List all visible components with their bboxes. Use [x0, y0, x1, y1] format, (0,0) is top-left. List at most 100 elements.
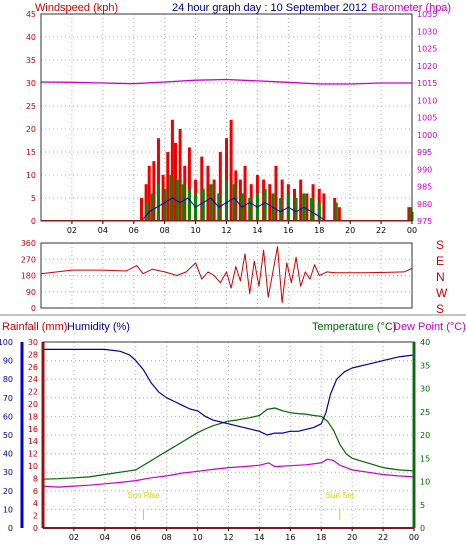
wind-average-bar	[408, 207, 412, 221]
humidity-x-tick: 08	[162, 533, 172, 542]
wind-x-tick: 12	[221, 226, 231, 235]
wind-x-tick: 10	[190, 226, 200, 235]
humidity-x-tick: 22	[378, 533, 388, 542]
direction-y-tick: 360	[21, 239, 36, 248]
temperature-y-tick: 30	[420, 385, 430, 394]
wind-x-tick: 16	[283, 226, 293, 235]
wind-gust-bar	[407, 207, 411, 221]
wind-average-bar	[150, 193, 154, 221]
rainfall-y-tick: 6	[33, 487, 38, 496]
wind-plot-frame	[40, 13, 413, 222]
wind-average-bar	[334, 202, 338, 221]
barometer-axis-ticks: 975 980 985 990 995 1000 1005 1010 1015 1020 1025 1…	[417, 10, 437, 226]
wind-y-tick: 30	[26, 79, 36, 88]
barometer-y-tick: 1005	[417, 114, 437, 123]
temperature-y-tick: 5	[420, 501, 425, 510]
temperature-y-tick: 35	[420, 361, 430, 370]
humidity-x-tick: 12	[223, 533, 233, 542]
temperature-y-tick: 40	[420, 338, 430, 347]
wind-y-tick: 45	[26, 10, 36, 19]
wind-x-tick: 20	[345, 226, 355, 235]
wind-average-bar	[263, 188, 267, 221]
temperature-y-tick: 10	[420, 478, 430, 487]
wind-time-axis: 02 04 06 08 10 12 14 16 18 20 22 00	[67, 221, 417, 235]
rainfall-y-tick: 20	[28, 400, 38, 409]
compass-label: N	[436, 270, 445, 284]
wind-gust-bar	[243, 165, 247, 221]
humidity-y-tick: 60	[3, 412, 13, 421]
barometer-y-tick: 1035	[417, 10, 437, 19]
wind-x-tick: 08	[160, 226, 170, 235]
temperature-title: Temperature (°C)	[312, 321, 396, 333]
wind-y-tick: 20	[26, 125, 36, 134]
wind-average-bar	[310, 198, 314, 221]
wind-gust-bar	[206, 165, 210, 221]
humidity-y-tick: 30	[3, 468, 13, 477]
wind-gust-bar	[234, 170, 238, 221]
wind-gust-bar	[249, 184, 253, 221]
direction-series	[40, 246, 413, 304]
barometer-y-tick: 1020	[417, 62, 437, 71]
humidity-y-tick: 50	[3, 431, 13, 440]
wind-gust-bar	[229, 119, 233, 221]
wind-gust-bar	[183, 165, 187, 221]
humidity-y-tick: 40	[3, 450, 13, 459]
humidity-y-tick: 80	[3, 375, 13, 384]
wind-average-bar	[232, 184, 236, 221]
rainfall-y-tick: 28	[28, 350, 38, 359]
wind-gust-bar	[200, 156, 204, 221]
wind-x-tick: 04	[98, 226, 108, 235]
wind-gust-bar	[218, 152, 222, 221]
rainfall-y-tick: 14	[28, 437, 38, 446]
wind-gust-bar	[187, 147, 191, 221]
sun-event-label: Sun Rise	[127, 491, 160, 500]
temperature-y-tick: 0	[420, 524, 425, 533]
rainfall-y-tick: 26	[28, 363, 38, 372]
barometer-y-tick: 1010	[417, 96, 437, 105]
wind-gust-bar	[280, 179, 284, 221]
barometer-y-tick: 980	[417, 200, 432, 209]
humidity-y-tick: 10	[3, 505, 13, 514]
humidity-y-tick: 100	[0, 338, 13, 347]
temperature-axis-ticks: 0 5 10 15 20 25 30 35 40	[420, 338, 430, 533]
wind-y-tick: 0	[31, 217, 36, 226]
wind-gust-bar	[274, 165, 278, 221]
dewpoint-line	[42, 458, 415, 488]
rainfall-title: Rainfall (mm)	[2, 321, 67, 333]
humidity-grid	[43, 341, 414, 529]
humidity-x-tick: 18	[316, 533, 326, 542]
direction-y-tick: 270	[21, 255, 36, 264]
humidity-axis-ticks: 0 10 20 30 40 50 60 70 80 90 100	[0, 338, 13, 533]
wind-gust-bar	[238, 179, 242, 221]
dewpoint-title: Dew Point (°C)	[393, 321, 466, 333]
wind-gust-bar	[139, 198, 143, 221]
wind-average-bar	[169, 175, 173, 221]
humidity-y-tick: 20	[3, 487, 13, 496]
barometer-y-tick: 990	[417, 165, 432, 174]
humidity-time-axis: 02 04 06 08 10 12 14 16 18 20 22 00	[69, 528, 419, 542]
wind-x-tick: 06	[129, 226, 139, 235]
rainfall-y-tick: 8	[33, 474, 38, 483]
wind-gust-bar	[156, 138, 160, 221]
wind-gust-bar	[293, 188, 297, 221]
wind-gust-bar	[262, 179, 266, 221]
wind-average-bar	[144, 202, 148, 221]
wind-y-tick: 35	[26, 56, 36, 65]
humidity-x-tick: 14	[254, 533, 264, 542]
humidity-x-tick: 20	[347, 533, 357, 542]
rainfall-y-tick: 12	[28, 450, 38, 459]
wind-average-bar	[201, 188, 205, 221]
temperature-line	[42, 407, 415, 480]
compass-label: S	[436, 302, 444, 316]
humidity-x-tick: 06	[131, 533, 141, 542]
humidity-x-tick: 02	[69, 533, 79, 542]
barometer-y-tick: 1015	[417, 79, 437, 88]
rainfall-y-tick: 22	[28, 388, 38, 397]
wind-average-bar	[156, 184, 160, 221]
wind-average-bar	[225, 179, 228, 221]
humidity-x-tick: 04	[100, 533, 110, 542]
wind-gust-bar	[170, 119, 174, 221]
graph-header: 24 hour graph day : 10 September 2012	[172, 2, 367, 14]
wind-gust-bar	[305, 193, 309, 221]
